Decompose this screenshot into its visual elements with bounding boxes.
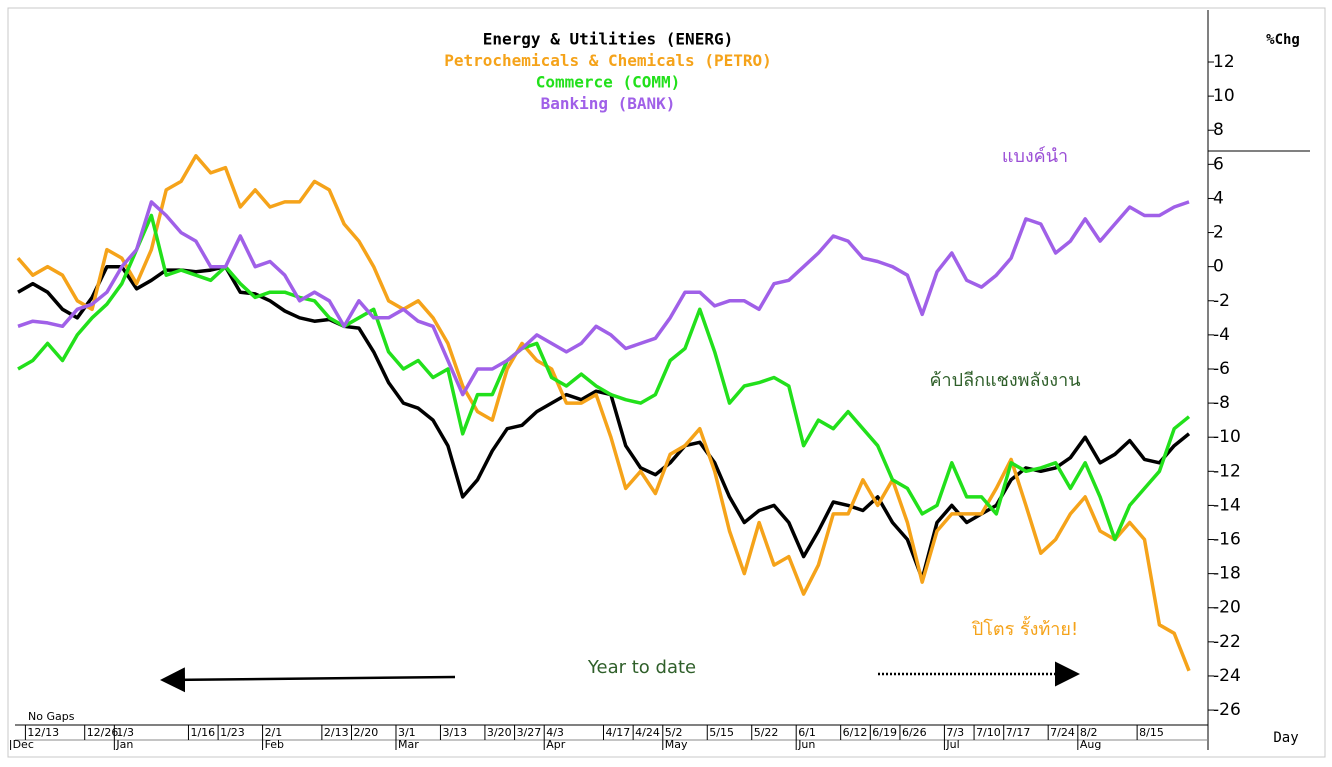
frame [7,7,1326,758]
annotation: ปิโตร รั้งท้าย! [971,616,1078,640]
x-tick-label: 3/27 [517,726,542,739]
series-line [16,154,1191,672]
gap-note: No Gaps [28,710,75,723]
y-tick-label: -10 [1213,427,1241,447]
x-tick-label: 4/3 [546,726,564,739]
x-tick-label: 2/1 [265,726,283,739]
x-tick-label: 12/13 [27,726,59,739]
arrow-left [160,667,456,693]
legend-entry: Banking (BANK) [541,94,676,113]
annotation: ค้าปลีกแชงพลังงาน [930,370,1081,391]
x-tick-label: 5/22 [754,726,779,739]
x-tick-label: 6/1 [798,726,816,739]
legend-entry: Energy & Utilities (ENERG) [483,30,733,49]
y-tick-label: 12 [1213,52,1235,72]
x-tick-label: 12/26 [87,726,119,739]
y-tick-label: -14 [1213,495,1241,515]
x-tick-label: 1/23 [220,726,245,739]
y-tick-label: 8 [1213,120,1224,140]
y-tick-label: 0 [1213,257,1224,277]
x-tick-label: 4/17 [606,726,631,739]
month-label: Aug [1080,738,1101,751]
annotation: Year to date [587,657,696,678]
y-tick-label: -6 [1213,359,1230,379]
month-label: Jan [115,738,133,751]
y-tick-label: 6 [1213,154,1224,174]
y-tick-label: -4 [1213,325,1230,345]
x-tick-label: 3/20 [487,726,512,739]
y-tick-label: -18 [1213,564,1241,584]
month-label: Feb [265,738,284,751]
y-tick-label: 4 [1213,188,1224,208]
legend-entry: Commerce (COMM) [536,73,681,92]
legend-entry: Petrochemicals & Chemicals (PETRO) [444,51,772,70]
month-label: Jun [797,738,815,751]
month-label: Dec [13,738,34,751]
x-tick-label: 5/2 [665,726,683,739]
y-tick-label: -2 [1213,291,1230,311]
x-tick-label: 7/17 [1006,726,1031,739]
x-tick-label: 8/15 [1139,726,1164,739]
month-label: Mar [398,738,419,751]
x-tick-label: 7/10 [976,726,1001,739]
x-tick-label: 5/15 [709,726,734,739]
y-tick-label: 2 [1213,223,1224,243]
month-label: Jul [945,738,959,751]
series-line [17,200,1190,397]
x-tick-label: 7/3 [946,726,964,739]
x-tick-label: 8/2 [1080,726,1098,739]
y-axis-label: %Chg [1266,32,1300,48]
y-tick-label: -26 [1213,700,1241,720]
x-tick-label: 3/1 [398,726,416,739]
x-tick-label: 1/3 [116,726,134,739]
month-label: Apr [546,738,566,751]
x-tick-label: 4/24 [635,726,660,739]
y-tick-label: -16 [1213,530,1241,550]
y-tick-label: -24 [1213,666,1241,686]
x-axis-label: Day [1273,730,1298,746]
y-tick-label: 10 [1213,86,1235,106]
x-tick-label: 6/12 [843,726,868,739]
y-tick-label: -8 [1213,393,1230,413]
x-tick-label: 2/13 [324,726,349,739]
x-tick-label: 3/13 [442,726,467,739]
annotation: แบงค์นำ [1002,146,1068,167]
month-label: May [665,738,688,751]
x-tick-label: 2/20 [354,726,379,739]
y-tick-label: -22 [1213,632,1241,652]
x-tick-label: 1/16 [190,726,215,739]
x-tick-label: 6/26 [902,726,927,739]
x-tick-label: 7/24 [1050,726,1075,739]
y-tick-label: -20 [1213,598,1241,618]
series-line [17,264,1191,581]
y-tick-label: -12 [1213,461,1241,481]
series-line [17,213,1191,542]
x-tick-label: 6/19 [872,726,897,739]
